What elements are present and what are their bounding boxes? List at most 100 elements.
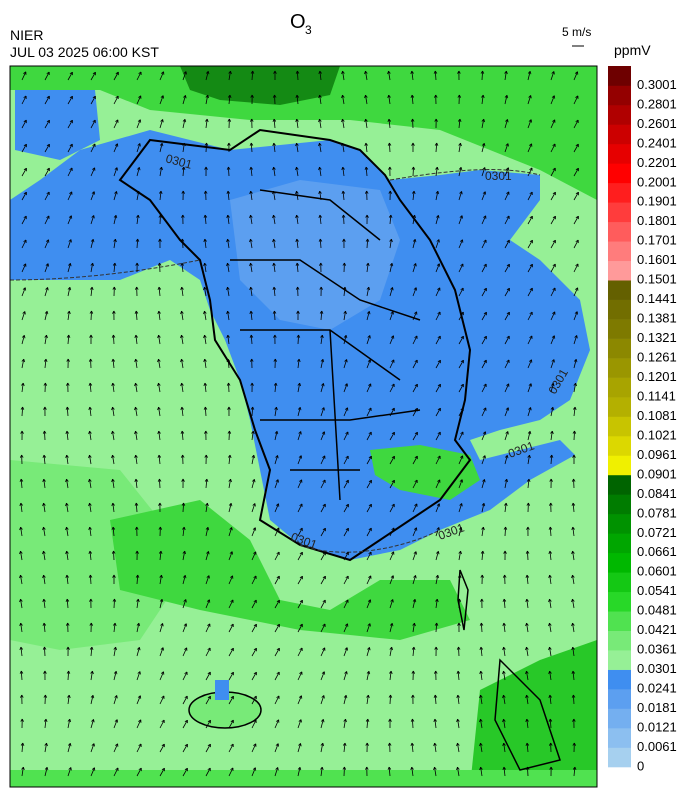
wind-arrow-head: [574, 335, 578, 339]
wind-arrow: [527, 263, 533, 273]
wind-arrow: [113, 215, 117, 225]
wind-arrow-head: [460, 311, 464, 316]
wind-arrow-head: [274, 406, 278, 411]
wind-arrow: [504, 71, 507, 81]
wind-arrow-head: [413, 575, 417, 579]
wind-arrow: [481, 503, 485, 513]
wind-arrow: [205, 695, 211, 705]
wind-arrow-head: [414, 311, 418, 315]
wind-arrow-head: [411, 166, 416, 170]
wind-arrow: [297, 599, 303, 609]
wind-arrow: [342, 191, 345, 201]
wind-arrow-head: [276, 527, 280, 531]
wind-arrow-head: [318, 142, 322, 147]
wind-arrow: [503, 767, 506, 777]
field-patch: [180, 66, 340, 105]
wind-arrow: [527, 479, 530, 489]
wind-arrow: [504, 143, 509, 153]
wind-arrow: [366, 311, 370, 321]
wind-arrow: [205, 575, 210, 585]
wind-arrow: [182, 767, 188, 777]
wind-arrow-head: [506, 287, 510, 292]
wind-arrow: [527, 359, 532, 369]
wind-arrow-head: [23, 263, 27, 267]
wind-arrow: [205, 743, 211, 753]
wind-arrow-head: [295, 286, 300, 290]
wind-arrow-head: [299, 503, 303, 507]
wind-arrow-head: [412, 239, 417, 243]
wind-arrow: [20, 551, 23, 561]
wind-arrow-head: [391, 359, 395, 363]
wind-arrow-head: [527, 430, 532, 435]
wind-arrow: [204, 335, 207, 345]
wind-arrow: [273, 239, 276, 249]
wind-arrow-head: [549, 766, 553, 770]
wind-arrow: [90, 287, 93, 297]
wind-arrow: [182, 719, 188, 729]
wind-arrow-head: [160, 647, 164, 651]
wind-arrow: [205, 527, 209, 537]
wind-arrow: [297, 695, 302, 705]
wind-arrow: [136, 719, 142, 729]
wind-arrow-head: [20, 742, 25, 746]
colorbar-bin: [608, 124, 631, 145]
colorbar-bin: [608, 572, 631, 593]
wind-arrow-head: [388, 214, 393, 218]
wind-arrow: [573, 95, 579, 105]
wind-arrow-head: [457, 622, 461, 626]
wind-arrow: [136, 599, 139, 609]
wind-arrow-head: [272, 118, 277, 122]
wind-arrow-head: [42, 550, 46, 555]
wind-arrow-head: [228, 70, 232, 75]
wind-arrow: [458, 287, 464, 297]
wind-arrow: [159, 71, 164, 81]
wind-arrow-head: [364, 166, 369, 170]
wind-arrow-head: [318, 118, 322, 123]
wind-arrow: [158, 311, 161, 321]
wind-arrow: [204, 383, 207, 393]
colorbar-bin: [608, 202, 631, 223]
wind-arrow-head: [230, 671, 234, 676]
wind-arrow-head: [368, 503, 372, 508]
wind-arrow-head: [157, 478, 162, 482]
wind-arrow: [181, 431, 184, 441]
wind-arrow: [67, 119, 73, 129]
wind-arrow-head: [19, 574, 23, 579]
wind-arrow-head: [91, 743, 95, 747]
wind-arrow-head: [158, 550, 163, 554]
wind-arrow: [573, 143, 579, 153]
wind-arrow: [457, 767, 460, 777]
wind-arrow: [411, 71, 414, 81]
wind-arrow: [481, 263, 487, 273]
wind-arrow-head: [157, 262, 162, 266]
wind-arrow: [182, 695, 188, 705]
wind-arrow-head: [184, 767, 188, 772]
wind-arrow: [90, 72, 96, 81]
wind-arrow: [67, 263, 71, 273]
wind-arrow: [527, 167, 533, 177]
wind-arrow-head: [19, 598, 23, 603]
wind-arrow-head: [436, 215, 440, 219]
wind-arrow: [366, 335, 371, 345]
colorbar-bin: [608, 241, 631, 262]
wind-arrow-head: [457, 598, 462, 602]
wind-arrow: [112, 503, 115, 513]
wind-arrow: [181, 287, 184, 297]
wind-arrow: [458, 143, 461, 153]
wind-arrow: [228, 71, 231, 81]
wind-arrow: [411, 95, 414, 105]
wind-arrow-head: [276, 551, 280, 556]
wind-arrow: [204, 287, 207, 297]
wind-arrow: [457, 719, 460, 729]
wind-arrow: [549, 718, 552, 729]
wind-arrow-head: [253, 695, 257, 700]
wind-arrow-head: [322, 575, 326, 580]
wind-arrow-head: [181, 190, 185, 194]
wind-arrow: [389, 503, 395, 513]
wind-arrow-head: [230, 623, 234, 628]
wind-arrow-head: [135, 238, 140, 242]
wind-arrow: [250, 191, 253, 201]
wind-arrow: [135, 383, 138, 393]
wind-arrow: [319, 215, 322, 225]
wind-arrow-head: [387, 94, 391, 99]
